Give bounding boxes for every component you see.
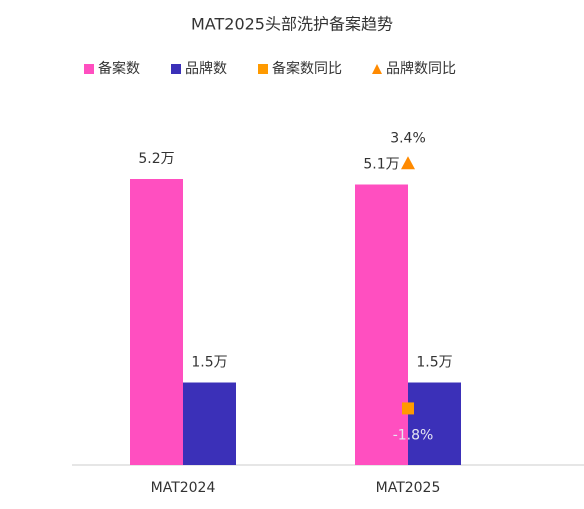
data-label: 3.4% xyxy=(390,130,426,146)
legend-label[interactable]: 品牌数同比 xyxy=(386,60,456,77)
data-label: 5.1万 xyxy=(363,157,399,173)
data-label: -1.8% xyxy=(393,427,434,443)
bar xyxy=(183,382,236,465)
x-tick-label: MAT2024 xyxy=(151,480,216,496)
data-label: 1.5万 xyxy=(416,355,452,371)
legend-marker xyxy=(171,64,181,74)
x-tick-label: MAT2025 xyxy=(376,480,441,496)
marker xyxy=(402,402,414,415)
legend-label[interactable]: 备案数同比 xyxy=(272,60,342,77)
legend-marker xyxy=(84,64,94,74)
marker xyxy=(401,156,415,170)
bar xyxy=(130,179,183,465)
bar xyxy=(355,184,408,465)
legend-label[interactable]: 备案数 xyxy=(98,60,140,77)
data-label: 5.2万 xyxy=(138,151,174,167)
data-label: 1.5万 xyxy=(191,355,227,371)
chart-title: MAT2025头部洗护备案趋势 xyxy=(191,15,393,34)
legend-marker xyxy=(372,64,382,74)
legend: 备案数 品牌数 备案数同比 品牌数同比 xyxy=(84,60,456,77)
legend-marker xyxy=(258,64,268,74)
bar xyxy=(408,382,461,465)
legend-label[interactable]: 品牌数 xyxy=(185,60,227,77)
